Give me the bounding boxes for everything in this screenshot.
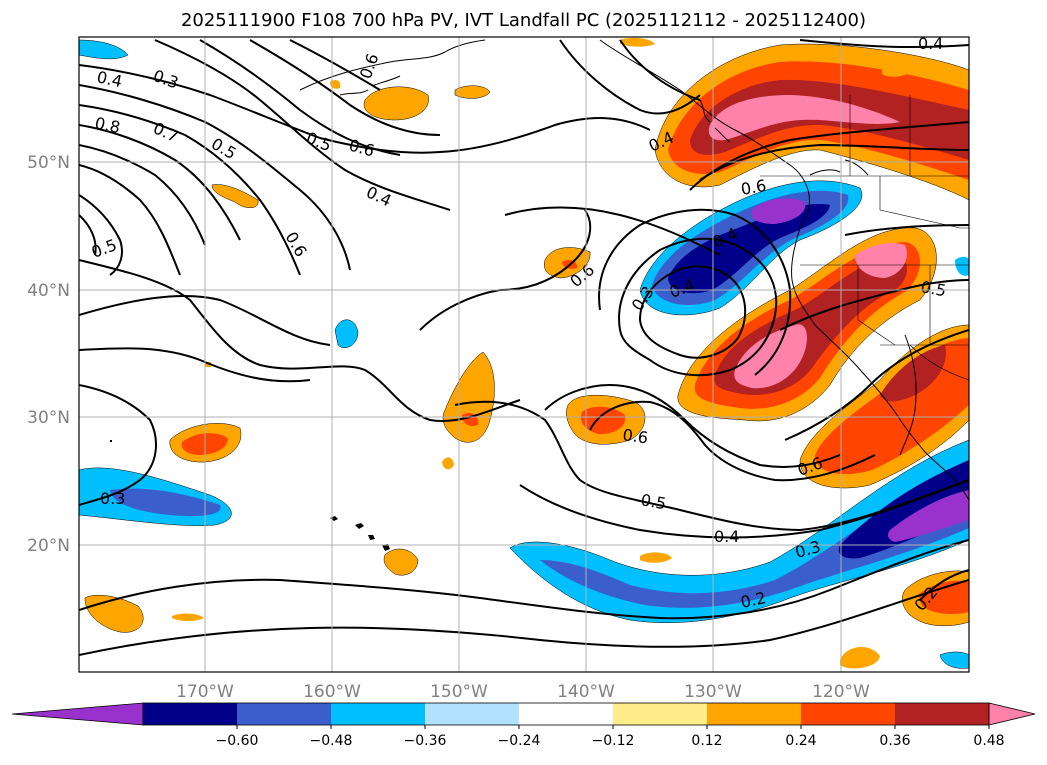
colorbar-tick-label: 0.24 — [785, 733, 816, 749]
contour-label: 0.6 — [621, 425, 649, 447]
colorbar-tick-label: −0.24 — [498, 733, 541, 749]
colorbar-tick-label: 0.12 — [691, 733, 722, 749]
colorbar-tick-label: −0.12 — [592, 733, 635, 749]
colorbar-tick-label: 0.48 — [973, 733, 1004, 749]
colorbar-cell — [895, 703, 990, 725]
gridlines — [79, 37, 969, 672]
colorbar-cell — [613, 703, 708, 725]
colorbar-cell — [331, 703, 426, 725]
lon-label-170w: 170°W — [176, 682, 234, 702]
contour-label: 0.2 — [739, 588, 768, 612]
colorbar-cell — [143, 703, 238, 725]
contour-label: 0.5 — [919, 277, 947, 300]
shaded-field-positive-central — [677, 227, 937, 422]
colorbar-cell — [237, 703, 332, 725]
colorbar-extend-high — [988, 702, 1036, 726]
colorbar-extend-low — [11, 702, 144, 726]
map-frame — [78, 36, 970, 673]
contour-label: 0.8 — [93, 113, 122, 137]
map-title: 2025111900 F108 700 hPa PV, IVT Landfall… — [180, 10, 867, 31]
latitude-labels: 50°N 40°N 30°N 20°N — [27, 153, 70, 556]
colorbar-cell — [425, 703, 520, 725]
shaded-field-negative-west — [79, 39, 969, 669]
colorbar-tick-label: −0.60 — [216, 733, 259, 749]
shaded-field-negative-south — [509, 439, 969, 624]
contour-label: 0.4 — [714, 527, 739, 546]
colorbar: −0.60 −0.48 −0.36 −0.24 −0.12 0.12 0.24 0.36 0.4… — [11, 702, 1036, 749]
lon-label-120w: 120°W — [812, 682, 870, 702]
contour-label: 0.4 — [95, 67, 124, 91]
colorbar-cell — [801, 703, 896, 725]
lat-label-40n: 40°N — [27, 281, 70, 301]
lat-label-20n: 20°N — [27, 536, 70, 556]
colorbar-tick-label: −0.48 — [310, 733, 353, 749]
colorbar-cell — [707, 703, 802, 725]
colorbar-tick-label: −0.36 — [404, 733, 447, 749]
lon-label-130w: 130°W — [684, 682, 742, 702]
contour-label: 0.6 — [739, 176, 767, 199]
colorbar-tick-label: 0.36 — [879, 733, 910, 749]
lat-label-30n: 30°N — [27, 408, 70, 428]
lon-label-150w: 150°W — [430, 682, 488, 702]
lon-label-140w: 140°W — [557, 682, 615, 702]
map-content: 0.4 0.3 0.8 0.7 0.5 0.6 0.5 0.6 0.4 0.6 … — [79, 34, 969, 672]
lat-label-50n: 50°N — [27, 153, 70, 173]
shaded-field-positive-north — [654, 43, 969, 201]
contour-label: 0.5 — [639, 490, 667, 513]
contour-label: 0.4 — [918, 34, 943, 53]
shaded-field-negative-north — [639, 180, 863, 316]
contour-label: 0.3 — [100, 489, 125, 508]
longitude-labels: 170°W 160°W 150°W 140°W 130°W 120°W — [176, 682, 870, 702]
lon-label-160w: 160°W — [303, 682, 361, 702]
pv-contours — [79, 39, 969, 656]
colorbar-cell — [519, 703, 614, 725]
